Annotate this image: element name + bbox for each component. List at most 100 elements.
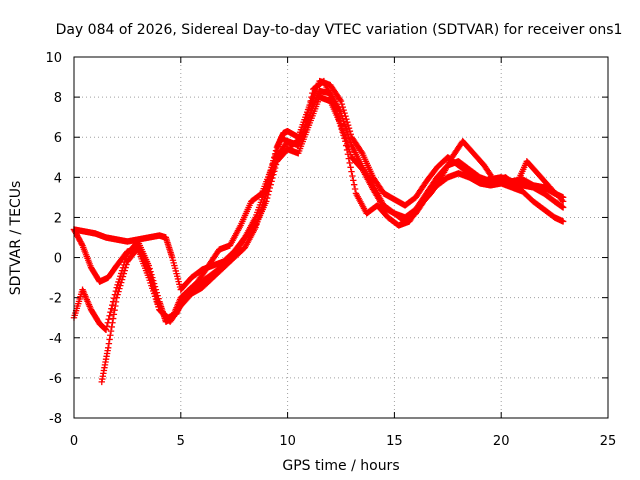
- data-point: [348, 168, 355, 175]
- data-point: [122, 264, 129, 271]
- y-tick-label: -6: [49, 372, 62, 387]
- data-point: [333, 107, 340, 115]
- data-point: [300, 130, 307, 137]
- data-point: [342, 142, 350, 149]
- data-point: [265, 188, 273, 195]
- y-tick-label: 2: [54, 211, 62, 226]
- data-point: [107, 309, 114, 316]
- series-track-d: [98, 77, 567, 386]
- data-point: [105, 340, 113, 347]
- data-point: [266, 184, 273, 192]
- chart-title: Day 084 of 2026, Sidereal Day-to-day VTE…: [56, 22, 623, 38]
- data-point: [117, 282, 124, 289]
- data-point: [106, 312, 113, 319]
- data-point: [336, 96, 344, 103]
- data-point: [78, 240, 86, 248]
- x-tick-label: 5: [177, 434, 185, 449]
- data-point: [118, 276, 126, 283]
- series-track-b: [70, 87, 567, 325]
- data-point: [337, 122, 345, 130]
- data-point: [271, 168, 278, 175]
- y-tick-label: 0: [54, 252, 62, 267]
- data-point: [153, 296, 160, 303]
- data-point: [105, 316, 112, 323]
- data-point: [109, 315, 117, 322]
- data-point: [123, 261, 130, 268]
- data-point: [109, 319, 116, 326]
- data-point: [335, 116, 343, 124]
- data-point: [114, 291, 121, 298]
- data-point: [339, 129, 346, 136]
- x-axis-label: GPS time / hours: [282, 458, 399, 474]
- x-tick-label: 20: [493, 434, 510, 449]
- data-point: [267, 181, 274, 188]
- tick-labels: 0 5 10 15 20 25 -8 -6 -4 -2 0 2 4 6 8 10: [45, 51, 616, 449]
- y-tick-label: 4: [54, 171, 62, 186]
- data-point: [338, 100, 346, 108]
- data-point: [334, 110, 341, 118]
- y-tick-label: -2: [49, 292, 62, 307]
- y-tick-label: -8: [49, 412, 62, 427]
- data-point: [108, 305, 115, 312]
- data-point: [109, 301, 116, 309]
- data-point: [304, 109, 312, 117]
- data-point: [301, 126, 308, 133]
- x-tick-label: 25: [600, 434, 617, 449]
- data-point: [308, 93, 315, 101]
- data-point: [307, 97, 314, 105]
- data-point: [305, 105, 312, 113]
- y-tick-label: 6: [54, 131, 62, 146]
- data-point: [337, 97, 345, 105]
- y-axis-label: SDTVAR / TECUs: [8, 181, 24, 296]
- series-track-c: [70, 93, 567, 333]
- data-point: [147, 273, 154, 280]
- data-point: [108, 323, 115, 331]
- data-point: [116, 285, 123, 292]
- data-point: [150, 286, 158, 293]
- data-point: [558, 196, 566, 204]
- data-point: [559, 204, 567, 211]
- data-point: [343, 146, 351, 154]
- data-point: [152, 293, 160, 300]
- data-point: [110, 311, 118, 318]
- data-point: [112, 302, 119, 310]
- data-points: [70, 77, 567, 386]
- data-point: [146, 269, 153, 277]
- x-tick-label: 15: [386, 434, 403, 449]
- data-point: [264, 191, 272, 198]
- data-point: [347, 164, 354, 171]
- x-tick-label: 10: [279, 434, 296, 449]
- x-tick-label: 0: [70, 434, 78, 449]
- data-point: [155, 303, 162, 310]
- data-point: [350, 177, 357, 184]
- y-tick-label: 8: [54, 91, 62, 106]
- plot-frame: [73, 56, 609, 419]
- data-point: [263, 198, 270, 205]
- data-point: [309, 89, 316, 97]
- data-point: [148, 276, 155, 283]
- data-point: [112, 298, 120, 306]
- data-point: [334, 113, 342, 121]
- data-point: [119, 273, 127, 280]
- data-point: [107, 327, 115, 335]
- data-point: [263, 194, 271, 202]
- grid-lines: [74, 57, 608, 418]
- data-point: [559, 198, 567, 205]
- data-point: [150, 283, 157, 290]
- data-point: [339, 103, 346, 111]
- data-point: [350, 181, 358, 188]
- data-point: [269, 174, 276, 182]
- data-point: [306, 101, 313, 109]
- data-point: [121, 267, 128, 274]
- data-point: [120, 270, 128, 277]
- data-point: [302, 117, 310, 125]
- data-point: [149, 279, 156, 287]
- data-point: [102, 326, 110, 333]
- data-point: [154, 299, 161, 307]
- data-point: [302, 121, 309, 129]
- data-point: [344, 151, 352, 158]
- data-point: [559, 218, 567, 225]
- data-point: [107, 332, 114, 339]
- data-point: [303, 113, 311, 121]
